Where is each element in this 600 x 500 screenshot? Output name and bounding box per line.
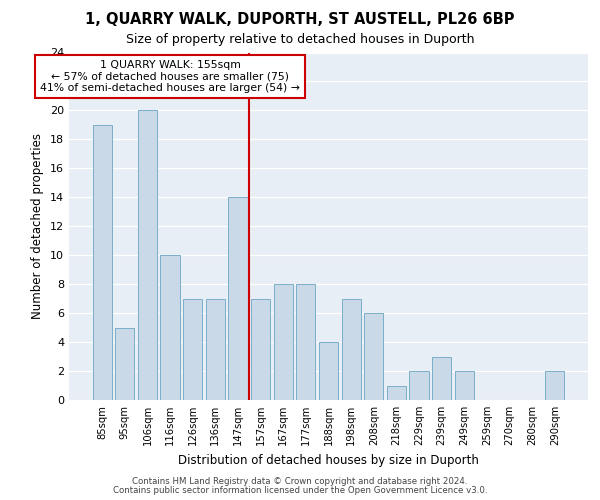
Text: Size of property relative to detached houses in Duporth: Size of property relative to detached ho… [126, 32, 474, 46]
Bar [364, 313, 383, 400]
Bar [160, 255, 180, 400]
Bar [455, 371, 474, 400]
Text: 1, QUARRY WALK, DUPORTH, ST AUSTELL, PL26 6BP: 1, QUARRY WALK, DUPORTH, ST AUSTELL, PL2… [85, 12, 515, 28]
Text: 1 QUARRY WALK: 155sqm
← 57% of detached houses are smaller (75)
41% of semi-deta: 1 QUARRY WALK: 155sqm ← 57% of detached … [40, 60, 300, 93]
Bar [296, 284, 316, 400]
Bar [183, 298, 202, 400]
Bar [206, 298, 225, 400]
Bar [229, 198, 248, 400]
Bar [341, 298, 361, 400]
Text: Contains HM Land Registry data © Crown copyright and database right 2024.: Contains HM Land Registry data © Crown c… [132, 477, 468, 486]
Bar [319, 342, 338, 400]
X-axis label: Distribution of detached houses by size in Duporth: Distribution of detached houses by size … [178, 454, 479, 466]
Bar [115, 328, 134, 400]
Bar [387, 386, 406, 400]
Y-axis label: Number of detached properties: Number of detached properties [31, 133, 44, 320]
Bar [251, 298, 270, 400]
Bar [138, 110, 157, 400]
Bar [92, 125, 112, 400]
Bar [409, 371, 428, 400]
Bar [274, 284, 293, 400]
Bar [432, 356, 451, 400]
Bar [545, 371, 565, 400]
Text: Contains public sector information licensed under the Open Government Licence v3: Contains public sector information licen… [113, 486, 487, 495]
